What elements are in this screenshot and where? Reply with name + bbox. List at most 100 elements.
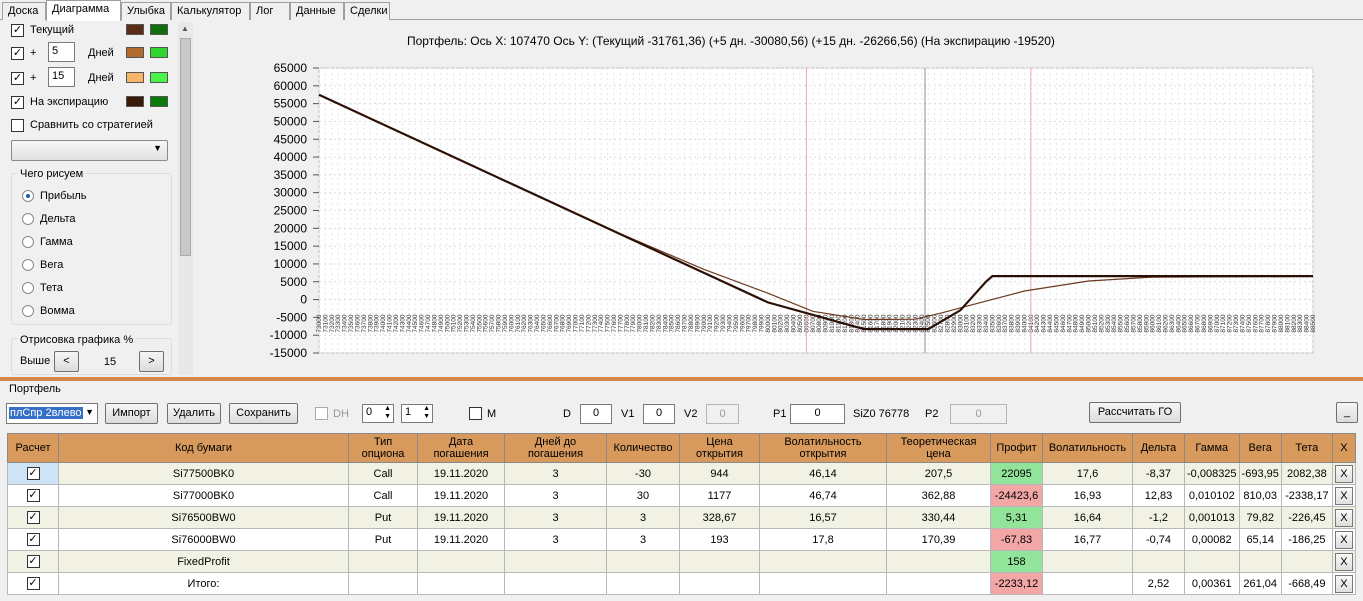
calc-go-button[interactable]: Рассчитать ГО: [1089, 402, 1181, 423]
compare-checkbox[interactable]: [11, 119, 24, 132]
days1-input[interactable]: 5: [48, 42, 75, 62]
col-type[interactable]: Тип опциона: [348, 433, 418, 463]
code-cell[interactable]: Si76500BW0: [58, 506, 349, 529]
spinner-arrows-icon[interactable]: ▲ ▼: [384, 405, 391, 420]
col-days[interactable]: Дней до погашения: [504, 433, 607, 463]
vega-cell[interactable]: -693,95: [1238, 462, 1282, 485]
vol-cell[interactable]: [1042, 572, 1133, 595]
theo-price-cell[interactable]: 207,5: [886, 462, 991, 485]
d5-color-b[interactable]: [150, 47, 168, 58]
open-vol-cell[interactable]: 46,14: [759, 462, 887, 485]
calc-checkbox[interactable]: ✓: [26, 533, 40, 546]
date-cell[interactable]: [417, 572, 505, 595]
delta-cell[interactable]: 2,52: [1132, 572, 1185, 595]
radio-profit[interactable]: [22, 190, 34, 202]
vol-cell[interactable]: [1042, 550, 1133, 573]
tab-deals[interactable]: Сделки: [344, 2, 390, 20]
v1-input[interactable]: 0: [643, 404, 675, 424]
decrease-button[interactable]: <: [54, 351, 79, 372]
delta-cell[interactable]: [1132, 550, 1185, 573]
remove-row-button[interactable]: X: [1334, 508, 1353, 527]
theo-price-cell[interactable]: 170,39: [886, 528, 991, 551]
date-cell[interactable]: 19.11.2020: [417, 484, 505, 507]
p1-input[interactable]: 0: [790, 404, 845, 424]
col-vega[interactable]: Вега: [1238, 433, 1282, 463]
gamma-cell[interactable]: 0,00082: [1184, 528, 1240, 551]
tab-smile[interactable]: Улыбка: [121, 2, 171, 20]
radio-vomma[interactable]: [22, 305, 34, 317]
calc-checkbox[interactable]: ✓: [26, 577, 40, 590]
d15-color-b[interactable]: [150, 72, 168, 83]
open-vol-cell[interactable]: [759, 572, 887, 595]
date-cell[interactable]: 19.11.2020: [417, 528, 505, 551]
qty-cell[interactable]: 3: [606, 506, 680, 529]
table-row[interactable]: ✓ Si77000BK0 Call 19.11.2020 3 30 1177 46,74 362…: [7, 484, 1356, 507]
col-delta[interactable]: Дельта: [1132, 433, 1185, 463]
delta-cell[interactable]: 12,83: [1132, 484, 1185, 507]
vega-cell[interactable]: [1238, 550, 1282, 573]
plus15-checkbox[interactable]: [11, 72, 24, 85]
days-cell[interactable]: 3: [504, 506, 607, 529]
theta-cell[interactable]: -2338,17: [1280, 484, 1333, 507]
days-cell[interactable]: 3: [504, 484, 607, 507]
code-cell[interactable]: Si76000BW0: [58, 528, 349, 551]
gamma-cell[interactable]: -0,008325: [1184, 462, 1240, 485]
open-price-cell[interactable]: [679, 572, 760, 595]
remove-row-button[interactable]: X: [1334, 464, 1353, 483]
strategy-select[interactable]: плСпр 2влево ▼: [6, 403, 98, 424]
plus5-checkbox[interactable]: [11, 47, 24, 60]
calc-checkbox-cell[interactable]: ✓: [7, 550, 59, 573]
tab-calculator[interactable]: Калькулятор: [171, 2, 250, 20]
theta-cell[interactable]: -668,49: [1280, 572, 1333, 595]
code-cell[interactable]: Si77000BK0: [58, 484, 349, 507]
calc-checkbox-cell[interactable]: ✓: [7, 528, 59, 551]
col-theta[interactable]: Тета: [1280, 433, 1333, 463]
qty-cell[interactable]: 30: [606, 484, 680, 507]
delete-button[interactable]: Удалить: [167, 403, 221, 424]
profit-cell[interactable]: 158: [990, 550, 1043, 573]
col-open[interactable]: Цена открытия: [679, 433, 760, 463]
delta-cell[interactable]: -8,37: [1132, 462, 1185, 485]
type-cell[interactable]: Put: [348, 528, 418, 551]
profit-cell[interactable]: 22095: [990, 462, 1043, 485]
theta-cell[interactable]: -226,45: [1280, 506, 1333, 529]
days-cell[interactable]: [504, 572, 607, 595]
col-profit[interactable]: Профит: [990, 433, 1043, 463]
days-cell[interactable]: 3: [504, 462, 607, 485]
open-vol-cell[interactable]: [759, 550, 887, 573]
date-cell[interactable]: [417, 550, 505, 573]
radio-vega[interactable]: [22, 259, 34, 271]
radio-delta[interactable]: [22, 213, 34, 225]
col-code[interactable]: Код бумаги: [58, 433, 349, 463]
delta-cell[interactable]: -1,2: [1132, 506, 1185, 529]
calc-checkbox-cell[interactable]: ✓: [7, 572, 59, 595]
gamma-cell[interactable]: 0,001013: [1184, 506, 1240, 529]
vega-cell[interactable]: 261,04: [1238, 572, 1282, 595]
code-cell[interactable]: Итого:: [58, 572, 349, 595]
p2-input[interactable]: 0: [950, 404, 1007, 424]
tab-diagram[interactable]: Диаграмма: [46, 0, 121, 21]
table-row[interactable]: ✓ Si76500BW0 Put 19.11.2020 3 3 328,67 16,57 330…: [7, 506, 1356, 529]
spinner-arrows-icon[interactable]: ▲ ▼: [423, 405, 430, 420]
col-theo[interactable]: Теоретическая цена: [886, 433, 991, 463]
tab-data[interactable]: Данные: [290, 2, 344, 20]
theo-price-cell[interactable]: [886, 572, 991, 595]
type-cell[interactable]: Put: [348, 506, 418, 529]
tab-board[interactable]: Доска: [2, 2, 46, 20]
type-cell[interactable]: Call: [348, 462, 418, 485]
col-qty[interactable]: Количество: [606, 433, 680, 463]
theta-cell[interactable]: -186,25: [1280, 528, 1333, 551]
import-button[interactable]: Импорт: [105, 403, 158, 424]
radio-gamma[interactable]: [22, 236, 34, 248]
theta-cell[interactable]: 2082,38: [1280, 462, 1333, 485]
table-row[interactable]: ✓ Si76000BW0 Put 19.11.2020 3 3 193 17,8 170,39-…: [7, 528, 1356, 551]
calc-checkbox[interactable]: ✓: [26, 511, 40, 524]
type-cell[interactable]: Call: [348, 484, 418, 507]
spin1-input[interactable]: 0 ▲ ▼: [362, 404, 394, 423]
profit-cell[interactable]: -2233,12: [990, 572, 1043, 595]
scroll-thumb[interactable]: [180, 38, 191, 256]
m-checkbox[interactable]: [469, 407, 482, 420]
gamma-cell[interactable]: 0,010102: [1184, 484, 1240, 507]
v2-input[interactable]: 0: [706, 404, 739, 424]
splitter[interactable]: [0, 377, 1363, 381]
